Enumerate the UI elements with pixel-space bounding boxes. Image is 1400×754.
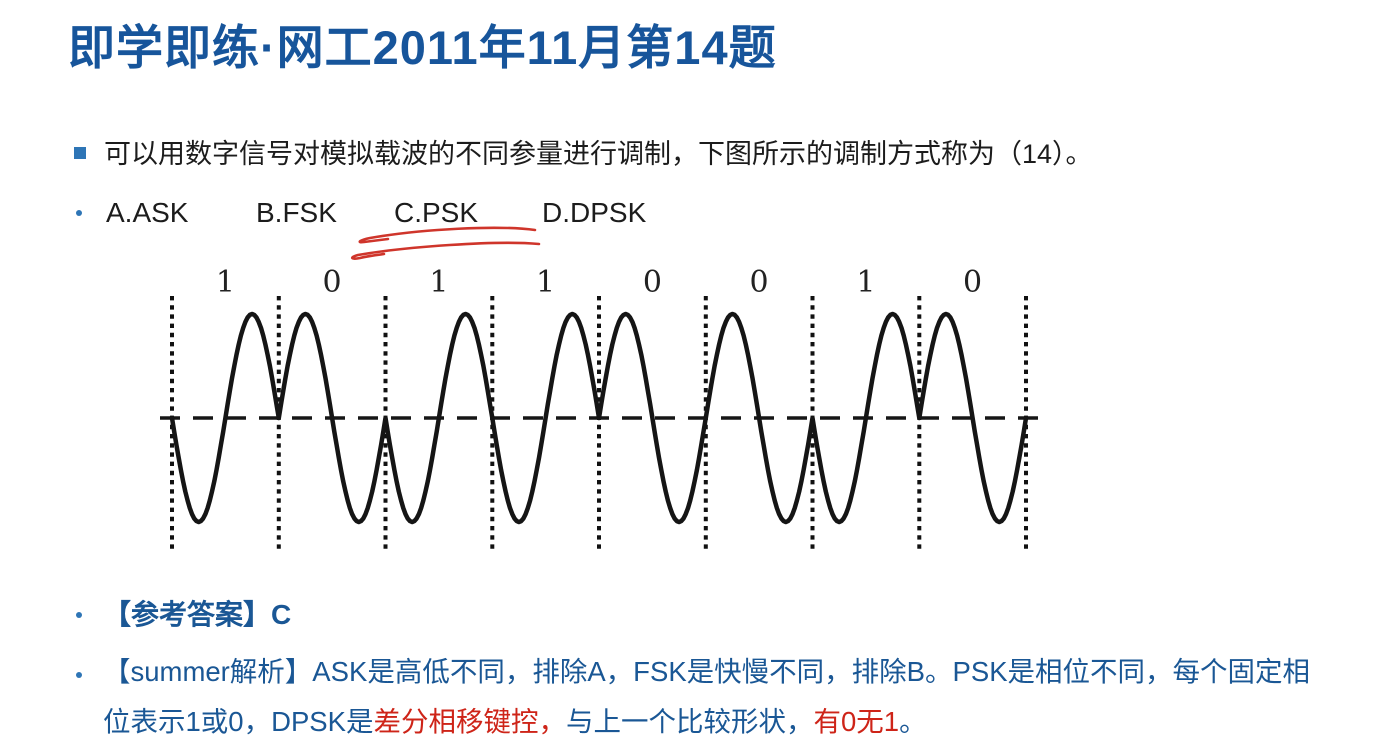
reference-answer: 【参考答案】C (103, 599, 292, 630)
option-d: D.DPSK (542, 197, 647, 228)
bit-label: 1 (536, 265, 555, 300)
bit-label: 1 (429, 265, 448, 300)
analysis-segment: 。 (899, 706, 927, 737)
bit-label: 1 (216, 265, 235, 300)
slide-title: 即学即练·网工2011年11月第14题 (68, 21, 777, 74)
analysis-line1: 【summer解析】ASK是高低不同，排除A，FSK是快慢不同，排除B。PSK是… (103, 656, 1311, 687)
bit-label: 1 (856, 265, 875, 300)
analysis-segment: 位表示1或0，DPSK是 (103, 706, 374, 737)
dot-bullet-icon (76, 672, 82, 678)
option-b: B.FSK (256, 197, 337, 228)
underline-stroke-bottom (350, 241, 541, 260)
bit-label: 0 (963, 265, 982, 300)
dot-bullet-icon (76, 612, 82, 618)
square-bullet-icon (74, 147, 86, 159)
bit-label: 0 (643, 265, 662, 300)
analysis-segment-highlight: 有0无1 (813, 706, 900, 737)
bit-label: 0 (323, 265, 342, 300)
psk-waveform-figure: 1 0 1 1 0 0 1 0 (160, 265, 1038, 550)
bit-label: 0 (750, 265, 769, 300)
option-a: A.ASK (106, 197, 189, 228)
dot-bullet-icon (76, 210, 82, 216)
question-text: 可以用数字信号对模拟载波的不同参量进行调制，下图所示的调制方式称为（14）。 (104, 139, 1093, 169)
analysis-segment: 与上一个比较形状， (565, 706, 814, 737)
analysis-segment-highlight: 差分相移键控， (373, 706, 566, 737)
answer-highlight-underline (350, 226, 541, 260)
analysis-line2: 位表示1或0，DPSK是差分相移键控，与上一个比较形状，有0无1。 (103, 703, 927, 740)
option-c: C.PSK (394, 197, 479, 228)
underline-stroke-top (358, 226, 537, 244)
psk-wave-path (169, 311, 1029, 525)
